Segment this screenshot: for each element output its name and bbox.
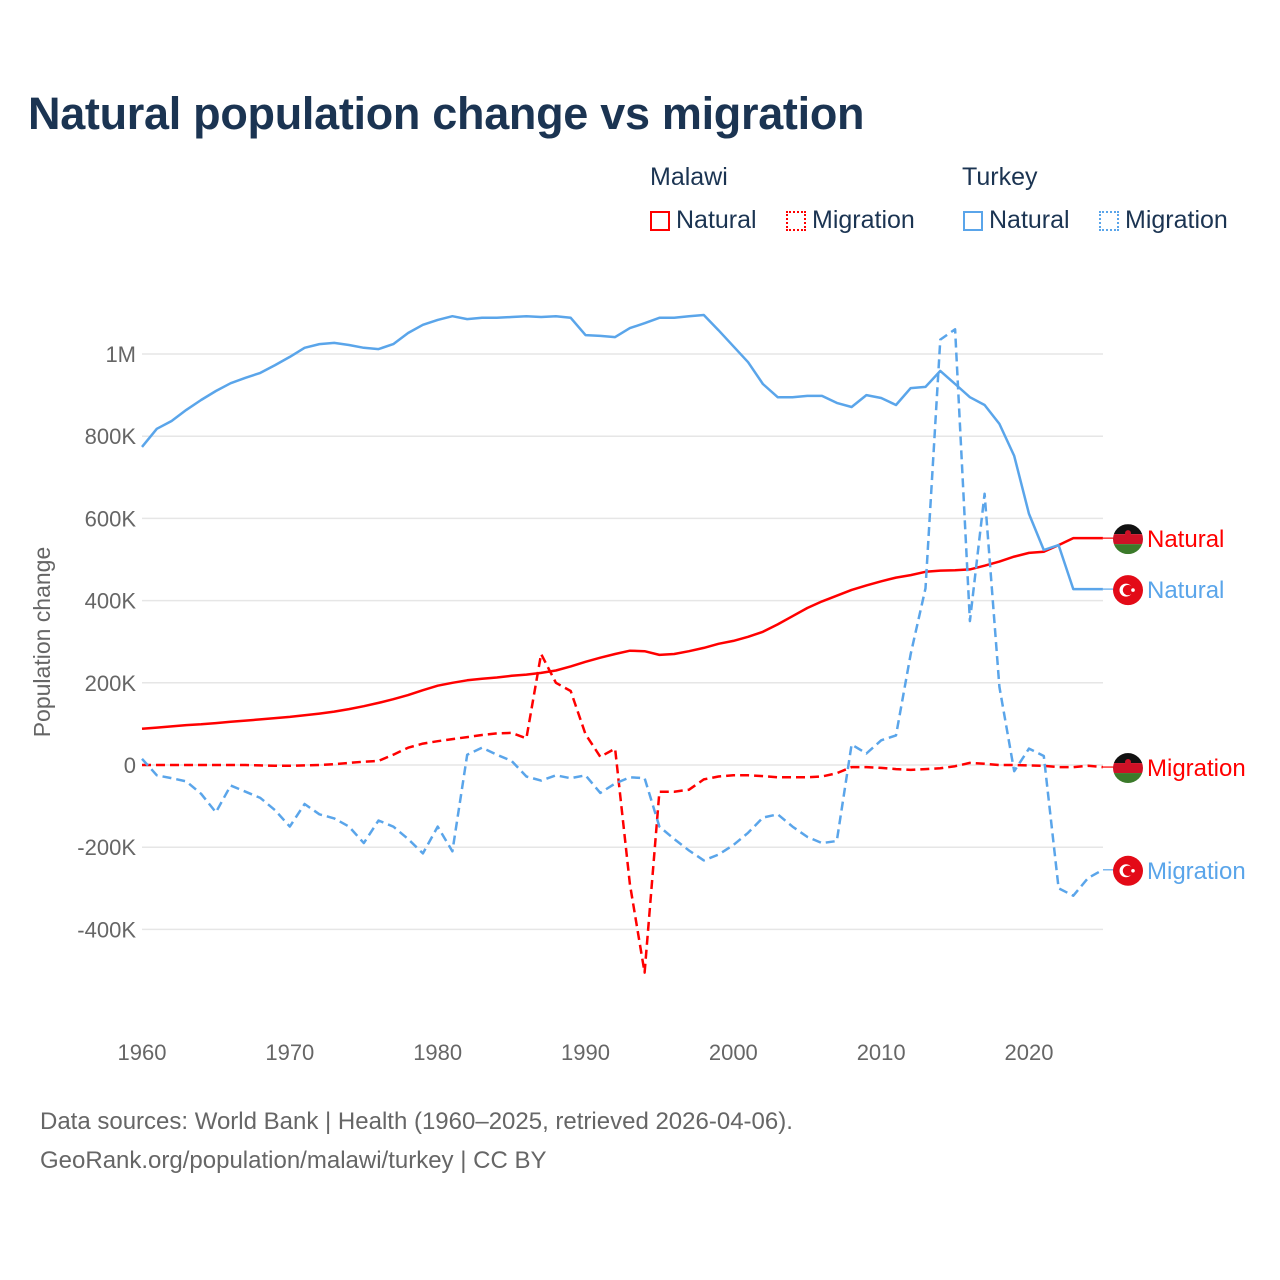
legend-label: Natural — [989, 206, 1070, 234]
legend-group-turkey: Turkey — [962, 163, 1038, 191]
series-line-turkey-natural[interactable] — [141, 313, 1103, 591]
malawi-flag-icon — [1113, 524, 1143, 555]
y-axis-ticks: -400K -200K 0 200K 400K 600K 800K 1M — [77, 342, 136, 942]
legend-malawi-migration[interactable]: Migration — [786, 206, 915, 235]
end-label-turkey-migration: Migration — [1147, 858, 1246, 885]
series-line-malawi-migration[interactable] — [142, 652, 1104, 974]
malawi-flag-icon — [1113, 753, 1143, 784]
y-tick-label: 800K — [85, 424, 137, 449]
turkey-flag-icon — [1113, 575, 1143, 606]
series-line-turkey-migration[interactable] — [141, 328, 1104, 897]
y-tick-label: 600K — [85, 506, 137, 531]
x-tick-label: 2010 — [857, 1040, 906, 1065]
end-label-malawi-migration: Migration — [1147, 755, 1246, 782]
legend-turkey-natural[interactable]: Natural — [963, 206, 1070, 235]
y-tick-label: 200K — [85, 671, 137, 696]
x-tick-label: 1970 — [265, 1040, 314, 1065]
y-tick-label: 0 — [124, 753, 136, 778]
legend-label: Natural — [676, 206, 757, 234]
end-label-turkey-natural: Natural — [1147, 577, 1224, 604]
series-line-malawi-natural[interactable] — [141, 536, 1103, 731]
legend-label: Migration — [812, 206, 915, 234]
x-tick-label: 2020 — [1005, 1040, 1054, 1065]
y-tick-label: 1M — [105, 342, 136, 367]
legend-turkey-migration[interactable]: Migration — [1099, 206, 1228, 235]
x-axis-ticks: 1960 1970 1980 1990 2000 2010 2020 — [118, 1040, 1054, 1065]
footer-sources: Data sources: World Bank | Health (1960–… — [40, 1108, 793, 1135]
footer-link[interactable]: GeoRank.org/population/malawi/turkey | C… — [40, 1147, 547, 1174]
legend-malawi-natural[interactable]: Natural — [650, 206, 757, 235]
x-tick-label: 1980 — [413, 1040, 462, 1065]
chart-title: Natural population change vs migration — [28, 88, 865, 139]
legend-label: Migration — [1125, 206, 1228, 234]
legend-swatch-solid — [963, 210, 983, 231]
legend-swatch-solid — [650, 210, 670, 231]
y-tick-label: 400K — [85, 589, 137, 614]
y-tick-label: -400K — [77, 917, 136, 942]
x-tick-label: 1960 — [118, 1040, 167, 1065]
turkey-flag-icon — [1113, 855, 1143, 886]
y-tick-label: -200K — [77, 835, 136, 860]
legend-group-malawi: Malawi — [650, 163, 728, 191]
x-tick-label: 1990 — [561, 1040, 610, 1065]
x-tick-label: 2000 — [709, 1040, 758, 1065]
legend-swatch-dotted — [1099, 210, 1119, 231]
legend-swatch-dotted — [786, 210, 806, 231]
series-lines — [141, 313, 1104, 974]
y-axis-label: Population change — [29, 547, 55, 738]
gridlines — [142, 353, 1103, 931]
end-labels: Natural Migration Natural Migration — [1103, 524, 1246, 886]
end-label-malawi-natural: Natural — [1147, 526, 1224, 553]
